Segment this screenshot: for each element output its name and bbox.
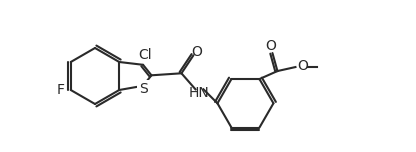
- Text: F: F: [57, 83, 65, 97]
- Text: S: S: [139, 82, 147, 96]
- Text: O: O: [297, 59, 308, 73]
- Text: Cl: Cl: [138, 48, 152, 62]
- Text: O: O: [265, 39, 276, 53]
- Text: HN: HN: [189, 86, 210, 100]
- Text: O: O: [191, 45, 202, 59]
